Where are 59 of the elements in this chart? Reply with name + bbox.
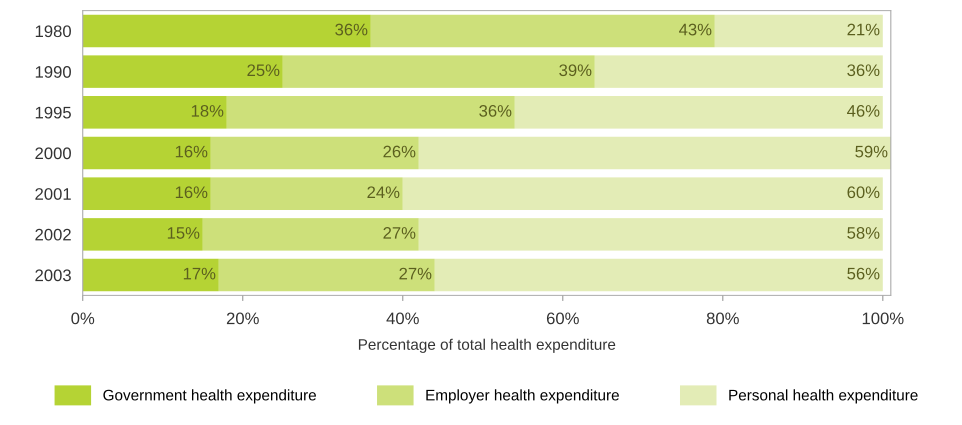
x-axis-title: Percentage of total health expenditure xyxy=(358,338,616,353)
legend-label: Personal health expenditure xyxy=(729,389,918,404)
data-label: 36% xyxy=(479,104,512,117)
bar xyxy=(226,96,515,129)
bar xyxy=(402,177,883,210)
data-label: 36% xyxy=(335,24,368,36)
data-label: 59% xyxy=(855,146,888,158)
data-label: 18% xyxy=(192,104,224,117)
data-label: 56% xyxy=(847,268,880,280)
bar xyxy=(202,218,419,251)
data-label: 26% xyxy=(383,146,416,158)
data-label: 43% xyxy=(679,24,712,36)
data-label: 16% xyxy=(176,146,208,158)
x-tick-label: 20% xyxy=(226,312,259,324)
legend-label: Government health expenditure xyxy=(103,389,316,404)
y-tick-label: 1990 xyxy=(36,66,71,78)
bar xyxy=(82,177,211,210)
x-tick-label: 100% xyxy=(862,312,904,324)
data-label: 15% xyxy=(168,227,200,239)
bar xyxy=(434,258,883,292)
x-tick-label: 0% xyxy=(71,312,94,324)
bar xyxy=(514,96,883,129)
data-label: 27% xyxy=(383,227,416,239)
bar xyxy=(282,55,595,88)
data-label: 60% xyxy=(848,186,880,198)
y-tick-label: 1980 xyxy=(36,25,71,38)
bar xyxy=(82,96,227,129)
data-label: 16% xyxy=(176,186,208,198)
data-label: 58% xyxy=(847,227,880,239)
bar xyxy=(82,14,371,48)
y-tick-label: 2002 xyxy=(35,228,71,241)
data-label: 36% xyxy=(847,64,880,76)
data-label: 24% xyxy=(367,186,400,198)
data-label: 46% xyxy=(847,104,880,117)
y-tick-label: 1995 xyxy=(36,106,71,119)
x-tick-label: 80% xyxy=(706,312,739,324)
data-label: 21% xyxy=(847,24,880,36)
x-tick-label: 60% xyxy=(546,312,579,324)
data-label: 17% xyxy=(184,268,216,280)
bar xyxy=(210,136,419,170)
y-tick-label: 2000 xyxy=(35,147,71,160)
bar xyxy=(82,136,211,170)
bar xyxy=(218,258,435,292)
data-label: 25% xyxy=(247,64,280,76)
data-label: 39% xyxy=(559,64,592,76)
bar xyxy=(210,177,403,210)
bar xyxy=(418,218,883,251)
legend-label: Employer health expenditure xyxy=(426,389,619,404)
bar xyxy=(370,14,715,48)
bar xyxy=(82,55,283,88)
y-tick-label: 2001 xyxy=(35,188,71,200)
data-label: 27% xyxy=(399,268,432,280)
x-tick-label: 40% xyxy=(386,312,419,324)
bar xyxy=(82,218,203,251)
bar xyxy=(82,258,219,292)
bar xyxy=(714,14,883,48)
y-tick-label: 2003 xyxy=(35,269,71,282)
bar xyxy=(594,55,883,88)
bar xyxy=(418,136,891,170)
